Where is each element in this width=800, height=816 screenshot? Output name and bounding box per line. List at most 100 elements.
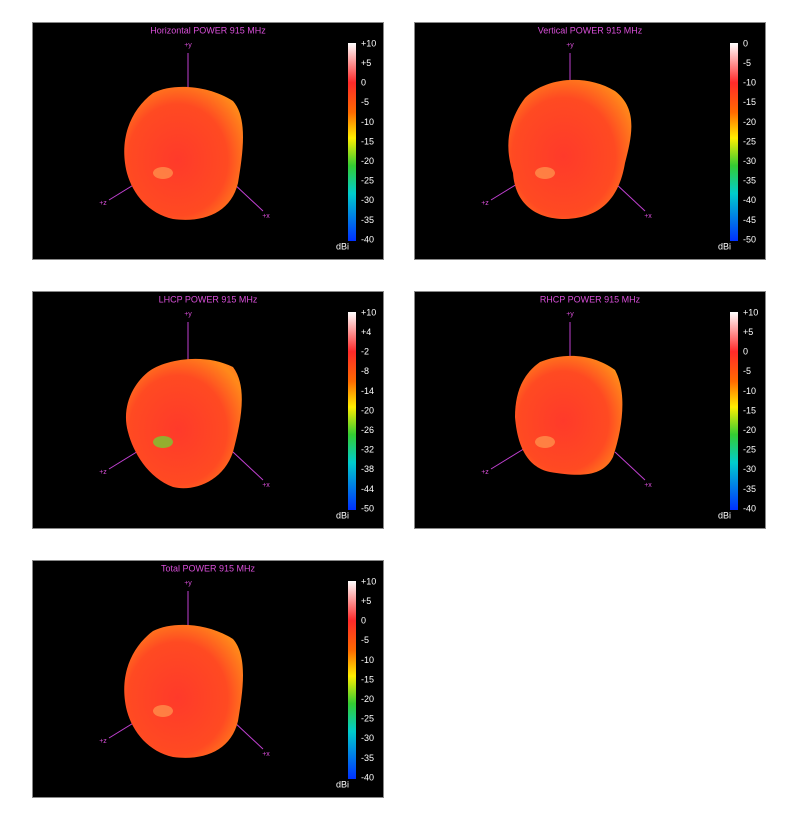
axis-label: +z [99,469,107,476]
axis-label: +y [566,311,574,318]
axis-label: +x [644,213,652,220]
colorbar-tick-label: -25 [743,445,756,455]
colorbar-tick-label: -20 [361,156,374,166]
axis-label: +x [262,751,270,758]
colorbar-tick-label: -8 [361,366,369,376]
colorbar-tick-label: -45 [743,215,756,225]
panel-title: RHCP POWER 915 MHz [540,294,641,304]
colorbar-tick-label: -40 [361,234,374,244]
axis-label: +z [481,469,489,476]
colorbar-tick-label: -40 [743,503,756,513]
radiation-pattern [124,624,243,758]
colorbar-unit: dBi [718,510,731,520]
pattern-panel: RHCP POWER 915 MHz +y +z +x +10 +5 0 -5 -10 -15 -2… [414,291,766,529]
colorbar-unit: dBi [718,241,731,251]
colorbar-tick-label: -15 [743,97,756,107]
panel-title: Horizontal POWER 915 MHz [150,25,266,35]
colorbar-tick-label: -10 [361,117,374,127]
colorbar-tick-label: -20 [361,694,374,704]
colorbar-tick-label: 0 [361,78,366,88]
colorbar-tick-label: -14 [361,386,374,396]
colorbar-tick-label: -26 [361,425,374,435]
axis-line [614,451,646,481]
colorbar-tick-label: -35 [361,753,374,763]
axis-label: +y [566,42,574,49]
colorbar-tick-label: -20 [743,425,756,435]
axis-label: +z [99,738,107,745]
highlight [153,705,173,717]
axis-label: +y [184,580,192,587]
axis-label: +y [184,42,192,49]
colorbar-tick-label: -5 [361,97,369,107]
axis-label: +y [184,311,192,318]
highlight [153,167,173,179]
pattern-panel: LHCP POWER 915 MHz +y +z +x +10 +4 -2 -8 -14 -20 -… [32,291,384,529]
colorbar-tick-label: +10 [361,576,376,586]
colorbar-tick-label: -35 [743,484,756,494]
colorbar-tick-label: -25 [361,714,374,724]
colorbar-tick-label: -30 [361,195,374,205]
colorbar-unit: dBi [336,779,349,789]
colorbar-tick-label: 0 [743,347,748,357]
colorbar-tick-label: -10 [361,655,374,665]
colorbar [348,43,356,241]
colorbar [348,312,356,510]
colorbar [730,43,738,241]
colorbar-unit: dBi [336,241,349,251]
axis-line [232,720,264,750]
colorbar [348,581,356,779]
axis-label: +x [644,482,652,489]
colorbar-tick-label: -5 [743,366,751,376]
colorbar-tick-label: +5 [361,596,371,606]
colorbar-tick-label: -44 [361,484,374,494]
pattern-panel: Horizontal POWER 915 MHz +y +z +x +10 +5 0 -5 -1… [32,22,384,260]
axis-line [614,182,646,212]
pattern-panel: Total POWER 915 MHz +y +z +x +10 +5 0 -5 -10 -15 -… [32,560,384,798]
colorbar-tick-label: -25 [743,136,756,146]
colorbar-tick-label: -15 [361,674,374,684]
axis-label: +z [99,200,107,207]
colorbar-tick-label: +10 [361,307,376,317]
radiation-pattern [508,79,632,219]
axis-line [232,451,264,481]
axis-line [232,182,264,212]
axis-label: +z [481,200,489,207]
colorbar-tick-label: -25 [361,176,374,186]
colorbar-unit: dBi [336,510,349,520]
colorbar-tick-label: -10 [743,386,756,396]
colorbar-tick-label: -50 [361,503,374,513]
axis-label: +x [262,213,270,220]
radiation-pattern [125,358,242,489]
panel-title: Total POWER 915 MHz [161,563,256,573]
colorbar-tick-label: -40 [743,195,756,205]
highlight [535,167,555,179]
colorbar-tick-label: -5 [361,635,369,645]
panel-title: LHCP POWER 915 MHz [159,294,258,304]
colorbar-tick-label: -50 [743,234,756,244]
colorbar-tick-label: -40 [361,772,374,782]
highlight [153,436,173,448]
panel-title: Vertical POWER 915 MHz [538,25,643,35]
colorbar-tick-label: -30 [361,733,374,743]
colorbar-tick-label: +5 [743,327,753,337]
colorbar-tick-label: -20 [743,117,756,127]
colorbar-tick-label: -15 [361,136,374,146]
colorbar-tick-label: -20 [361,405,374,415]
colorbar [730,312,738,510]
colorbar-tick-label: -10 [743,78,756,88]
colorbar-tick-label: -30 [743,464,756,474]
colorbar-tick-label: -38 [361,464,374,474]
axis-label: +x [262,482,270,489]
colorbar-tick-label: 0 [743,38,748,48]
radiation-pattern [515,355,623,475]
colorbar-tick-label: -2 [361,347,369,357]
colorbar-tick-label: -32 [361,445,374,455]
pattern-panel: Vertical POWER 915 MHz +y +z +x 0 -5 -10 -15 -20… [414,22,766,260]
colorbar-tick-label: -30 [743,156,756,166]
colorbar-tick-label: -5 [743,58,751,68]
colorbar-tick-label: 0 [361,616,366,626]
colorbar-tick-label: +4 [361,327,371,337]
highlight [535,436,555,448]
colorbar-tick-label: +10 [361,38,376,48]
